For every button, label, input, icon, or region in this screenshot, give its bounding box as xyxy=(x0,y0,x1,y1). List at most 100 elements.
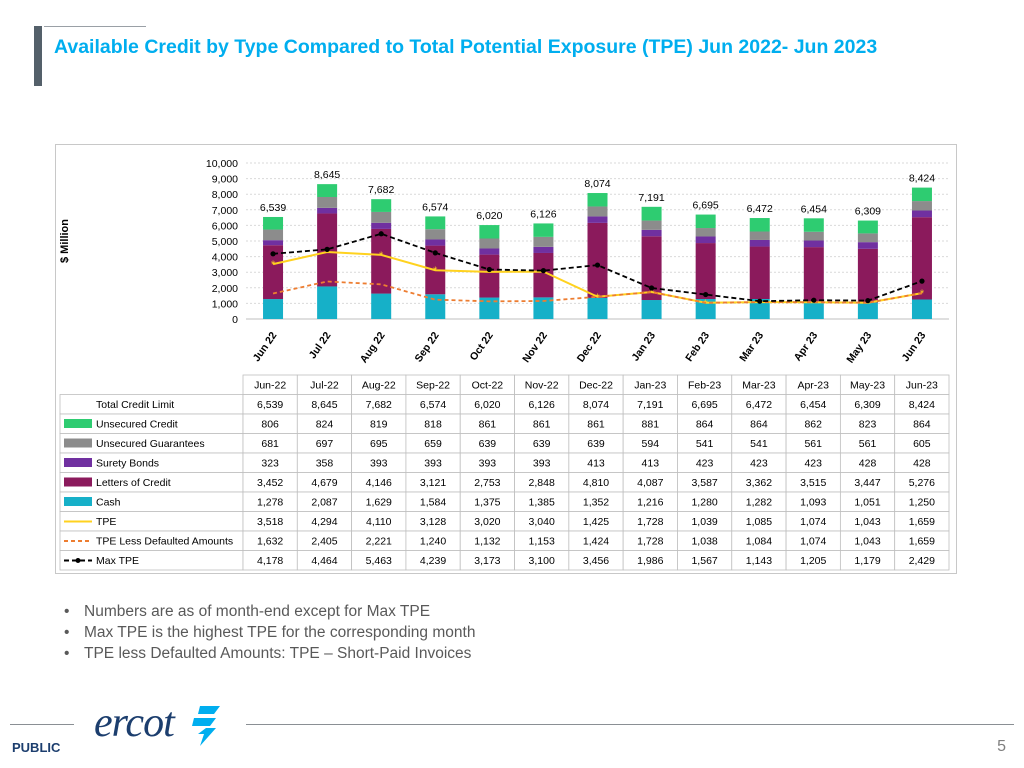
lightning-icon xyxy=(192,706,220,746)
total-data-label: 8,424 xyxy=(909,173,935,185)
line-point: * xyxy=(866,298,871,310)
table-cell-value: 4,146 xyxy=(366,477,392,489)
table-cell-value: 819 xyxy=(370,419,388,431)
bar-segment xyxy=(533,223,554,237)
table-cell-value: 4,810 xyxy=(583,477,609,489)
bar-segment xyxy=(587,222,608,298)
table-cell-value: 541 xyxy=(750,438,768,450)
legend-swatch xyxy=(64,458,92,467)
bar-segment xyxy=(263,216,284,230)
table-cell-value: 428 xyxy=(913,458,931,470)
table-cell-value: 1,986 xyxy=(637,555,663,567)
table-cell-value: 6,574 xyxy=(420,399,446,411)
table-header-label: Mar-23 xyxy=(742,380,775,392)
legend-marker xyxy=(75,558,81,563)
bar-segment xyxy=(533,236,554,247)
table-cell-value: 806 xyxy=(261,419,279,431)
line-point: * xyxy=(649,287,654,299)
table-cell-value: 3,040 xyxy=(529,516,555,528)
bar-segment xyxy=(533,246,554,253)
bar-segment xyxy=(263,229,284,241)
bar-segment xyxy=(749,299,770,319)
table-cell-value: 861 xyxy=(587,419,605,431)
y-tick-label: 9,000 xyxy=(212,174,238,186)
note-item: • TPE less Defaulted Amounts: TPE – Short… xyxy=(64,643,475,664)
bar-segment xyxy=(479,248,500,255)
x-tick-label: May 23 xyxy=(844,330,874,366)
table-cell-value: 2,221 xyxy=(366,536,392,548)
line-point xyxy=(811,297,817,303)
table-cell-value: 861 xyxy=(533,419,551,431)
table-cell-value: 1,179 xyxy=(854,555,880,567)
table-cell-value: 358 xyxy=(316,458,334,470)
table-cell-value: 864 xyxy=(696,419,714,431)
x-tick-label: Jan 23 xyxy=(629,330,658,364)
x-tick-label: Jun 22 xyxy=(251,330,280,364)
table-row-label: Letters of Credit xyxy=(96,477,171,489)
table-cell-value: 6,309 xyxy=(854,399,880,411)
bar-segment xyxy=(425,229,446,240)
table-cell-value: 393 xyxy=(533,458,551,470)
table-cell-value: 3,100 xyxy=(529,555,555,567)
table-cell-value: 3,362 xyxy=(746,477,772,489)
bar-segment xyxy=(857,248,878,303)
slide-title: Available Credit by Type Compared to Tot… xyxy=(54,36,878,58)
y-tick-label: 1,000 xyxy=(212,298,238,310)
total-data-label: 6,454 xyxy=(801,203,827,215)
table-cell-value: 639 xyxy=(479,438,497,450)
bar-segment xyxy=(587,206,608,217)
table-cell-value: 1,728 xyxy=(637,516,663,528)
table-cell-value: 6,454 xyxy=(800,399,826,411)
y-axis-label: $ Million xyxy=(59,219,71,263)
line-point: * xyxy=(433,265,438,277)
table-header-label: May-23 xyxy=(850,380,885,392)
note-text: Numbers are as of month-end except for M… xyxy=(84,603,431,620)
table-row-header xyxy=(59,550,244,571)
table-cell-value: 639 xyxy=(533,438,551,450)
y-tick-label: 7,000 xyxy=(212,205,238,217)
note-text: TPE less Defaulted Amounts: TPE – Short-… xyxy=(84,645,472,662)
table-cell-value: 6,472 xyxy=(746,399,772,411)
table-cell-value: 1,352 xyxy=(583,497,609,509)
bar-segment xyxy=(749,231,770,240)
table-cell-value: 393 xyxy=(370,458,388,470)
table-cell-value: 8,424 xyxy=(909,399,935,411)
note-text: Max TPE is the highest TPE for the corre… xyxy=(84,624,476,641)
table-cell-value: 1,043 xyxy=(854,536,880,548)
table-cell-value: 1,240 xyxy=(420,536,446,548)
bar-segment xyxy=(911,217,932,300)
bar-segment xyxy=(479,238,500,249)
table-cell-value: 3,452 xyxy=(257,477,283,489)
table-cell-value: 1,424 xyxy=(583,536,609,548)
bar-segment xyxy=(371,199,392,212)
bar-segment xyxy=(695,299,716,319)
table-cell-value: 2,405 xyxy=(311,536,337,548)
table-header-label: Jul-22 xyxy=(310,380,339,392)
total-data-label: 7,682 xyxy=(368,184,394,196)
total-data-label: 8,645 xyxy=(314,169,340,181)
table-cell-value: 3,447 xyxy=(854,477,880,489)
table-cell-value: 659 xyxy=(424,438,442,450)
table-header-label: Dec-22 xyxy=(579,380,613,392)
x-tick-label: Nov 22 xyxy=(520,330,550,365)
table-cell-value: 1,216 xyxy=(637,497,663,509)
table-cell-value: 3,515 xyxy=(800,477,826,489)
line-point xyxy=(270,251,276,257)
table-cell-value: 2,848 xyxy=(529,477,555,489)
table-header-label: Jun-23 xyxy=(906,380,938,392)
table-cell-value: 7,682 xyxy=(366,399,392,411)
page-number: 5 xyxy=(997,738,1006,755)
table-cell-value: 5,463 xyxy=(366,555,392,567)
line-point: * xyxy=(487,267,492,279)
table-cell-value: 6,126 xyxy=(529,399,555,411)
table-cell-value: 3,456 xyxy=(583,555,609,567)
table-cell-value: 1,278 xyxy=(257,497,283,509)
footer-rule-left xyxy=(10,724,74,725)
x-tick-label: Feb 23 xyxy=(683,330,712,364)
table-cell-value: 1,567 xyxy=(691,555,717,567)
bar-segment xyxy=(695,243,716,300)
total-data-label: 6,574 xyxy=(422,201,448,213)
table-cell-value: 3,128 xyxy=(420,516,446,528)
bullet-icon: • xyxy=(64,624,70,641)
bar-segment xyxy=(317,196,338,208)
